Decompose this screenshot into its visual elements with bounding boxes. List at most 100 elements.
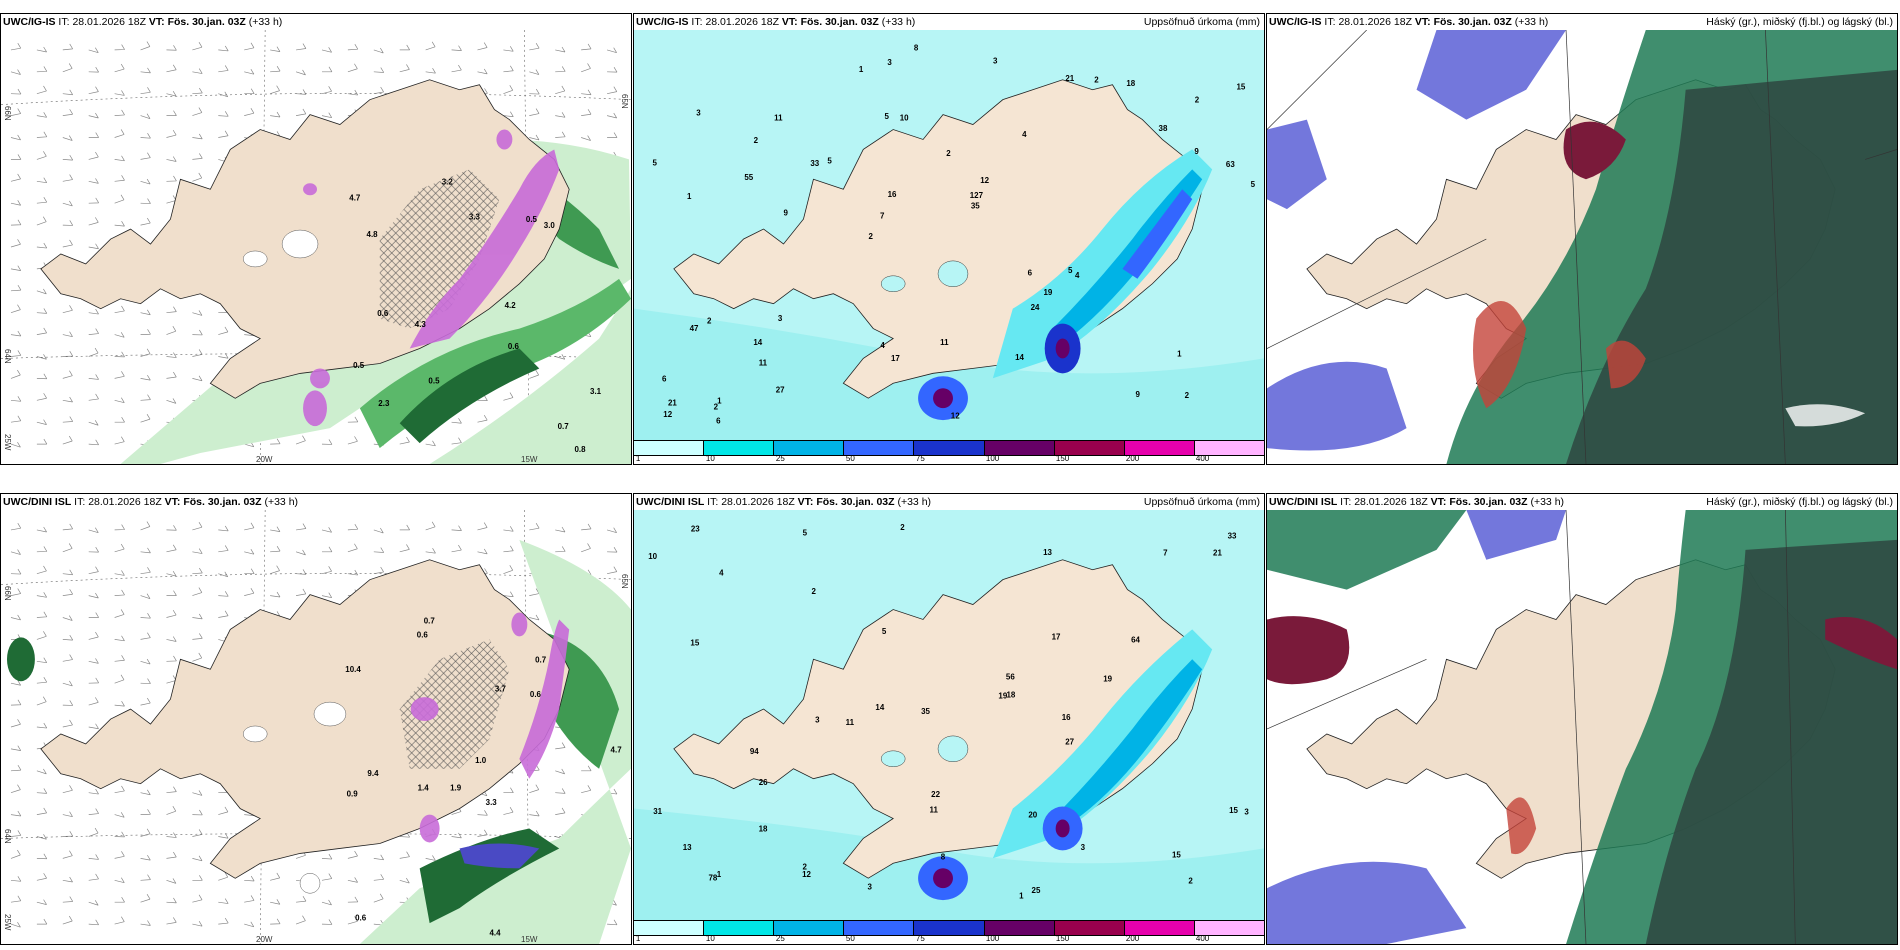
map-value-label: 5 xyxy=(1068,266,1073,275)
wind-barb xyxy=(321,919,333,925)
wind-barb xyxy=(399,544,410,553)
wind-barb xyxy=(218,130,229,138)
colorbar-label: 150 xyxy=(1055,454,1070,463)
wind-barb xyxy=(321,66,333,73)
wind-barb xyxy=(36,873,47,881)
wind-barb xyxy=(88,546,99,553)
wind-barb xyxy=(140,133,151,139)
wind-barb xyxy=(62,416,74,423)
colorbar-swatch xyxy=(634,921,705,935)
lat-label: 66N xyxy=(3,106,12,121)
wind-barb xyxy=(36,611,48,618)
wind-barb xyxy=(88,439,99,446)
map-value-label: 2 xyxy=(1094,76,1099,85)
wind-barb xyxy=(10,895,22,903)
map-value-label: 19 xyxy=(1103,674,1112,683)
wind-barb xyxy=(218,545,229,553)
wind-barb xyxy=(36,85,47,95)
wind-barb xyxy=(88,47,99,53)
colorbar-swatch xyxy=(914,441,985,455)
wind-barb xyxy=(373,893,384,903)
map-value-label: 14 xyxy=(1015,353,1024,362)
map-value-label: 3 xyxy=(993,57,998,66)
wind-barb xyxy=(192,875,203,881)
map-value-label: 3.2 xyxy=(442,178,454,187)
map-value-label: 9 xyxy=(1194,147,1199,156)
map-value-label: 19 xyxy=(1044,288,1053,297)
wind-barb xyxy=(88,658,99,664)
map-value-label: 7 xyxy=(880,211,885,220)
colorbar-swatch xyxy=(914,921,985,935)
map-value-label: 13 xyxy=(1043,548,1052,557)
wind-barb xyxy=(62,174,73,182)
wind-barb xyxy=(10,568,22,575)
wind-barb xyxy=(399,44,411,51)
map-value-label: 6 xyxy=(662,374,667,383)
colorbar-label: 100 xyxy=(985,454,1000,463)
wind-barb xyxy=(218,610,229,618)
wind-barb xyxy=(192,172,203,182)
map-value-label: 33 xyxy=(1228,532,1237,541)
map-panel-top-middle: UWC/IG-IS IT: 28.01.2026 18Z VT: Fös. 30… xyxy=(633,13,1265,465)
wind-barb xyxy=(10,265,22,271)
wind-barb xyxy=(62,135,73,141)
wind-barb xyxy=(36,853,48,860)
wind-barb xyxy=(192,522,203,531)
wind-barb xyxy=(321,112,333,119)
wind-barb xyxy=(296,108,307,116)
wind-barb xyxy=(88,827,99,837)
wind-barb xyxy=(10,680,22,686)
wind-barb xyxy=(347,524,359,531)
wind-barb xyxy=(88,86,99,95)
map-value-label: 18 xyxy=(1007,690,1016,699)
wind-barb xyxy=(218,65,229,73)
wind-barb xyxy=(503,807,514,815)
wind-barb xyxy=(114,351,125,358)
wind-barb xyxy=(140,678,151,684)
wind-barb xyxy=(114,831,125,838)
wind-barb xyxy=(140,789,151,796)
map-value-label: 94 xyxy=(750,747,759,756)
map-value-label: 4.3 xyxy=(415,320,427,329)
wind-barb xyxy=(140,413,151,423)
map-value-label: 11 xyxy=(846,718,855,727)
map-value-label: 8 xyxy=(914,44,919,53)
wind-barb xyxy=(477,810,488,816)
wind-barb xyxy=(36,526,47,533)
cloud-shading xyxy=(1267,30,1897,464)
wind-barb xyxy=(36,899,47,905)
wind-barb xyxy=(62,200,73,207)
map-value-label: 0.6 xyxy=(530,690,542,699)
wind-barb xyxy=(62,370,73,379)
wind-barb xyxy=(114,570,125,576)
colorbar-label: 100 xyxy=(985,934,1000,943)
wind-barb xyxy=(192,107,203,116)
wind-barb xyxy=(503,545,514,553)
colorbar-label: 25 xyxy=(775,454,785,463)
wind-barb xyxy=(295,435,306,445)
wind-barb xyxy=(114,609,125,618)
wind-barb xyxy=(62,719,73,728)
wind-barb xyxy=(607,86,618,95)
map-value-label: 21 xyxy=(1065,74,1074,83)
wind-barb xyxy=(425,440,436,447)
wind-barb xyxy=(321,439,333,445)
wind-barb xyxy=(140,217,151,226)
colorbar-swatch xyxy=(1194,921,1264,935)
lon-label: 15W xyxy=(521,935,538,944)
wind-barb xyxy=(581,89,592,96)
wind-barb xyxy=(140,828,151,837)
colorbar-label: 25 xyxy=(775,934,785,943)
wind-barb xyxy=(321,873,333,881)
wind-barb xyxy=(477,522,488,531)
wind-barb xyxy=(114,371,125,379)
wind-barb xyxy=(503,526,514,532)
map-value-label: 4.2 xyxy=(505,301,517,310)
wind-barb xyxy=(321,899,332,906)
wind-barb xyxy=(581,765,592,772)
wind-barb xyxy=(62,830,74,837)
map-value-label: 9.4 xyxy=(367,769,379,778)
wind-barb xyxy=(10,134,21,141)
wind-barb xyxy=(529,784,540,794)
map-value-label: 6 xyxy=(716,416,721,425)
